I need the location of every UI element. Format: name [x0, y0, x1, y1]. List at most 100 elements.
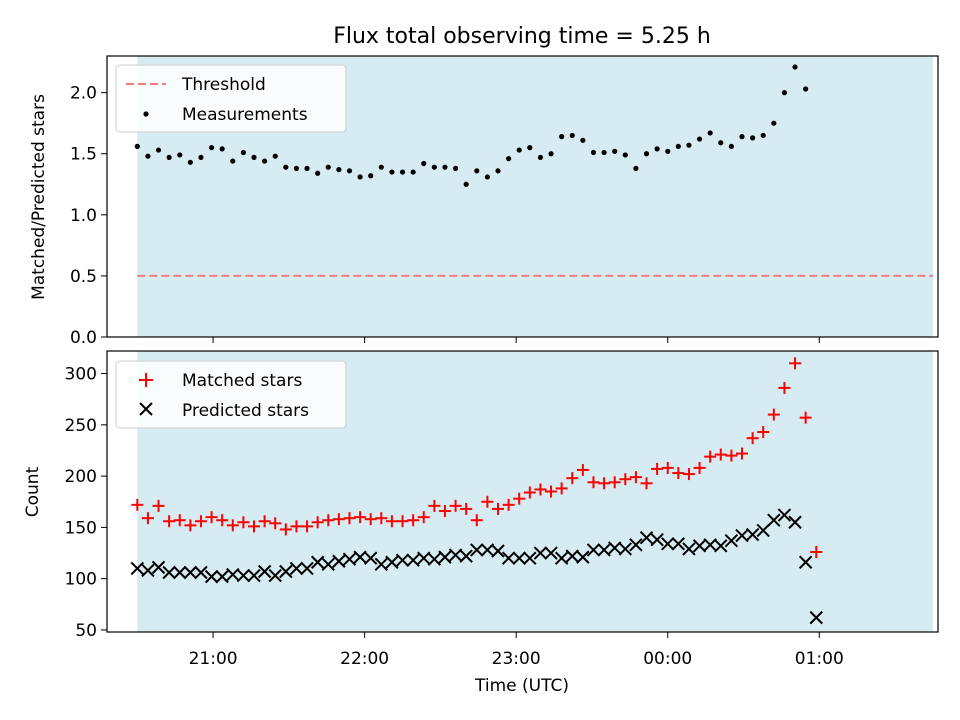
predicted-point-b: [491, 544, 505, 558]
predicted-point-b: [363, 551, 378, 565]
matched-point: [131, 498, 144, 511]
predicted-point: [448, 548, 463, 562]
matched-point: [545, 485, 558, 498]
measurement-point: [315, 170, 321, 176]
predicted-point: [533, 546, 548, 560]
predicted-point: [650, 532, 664, 547]
measurement-point: [601, 149, 607, 156]
measurements-legend-label: Measurements: [182, 105, 308, 125]
measurement-point: [569, 132, 575, 139]
measurement-point: [336, 167, 342, 173]
counts-legend: Matched stars Predicted stars: [115, 360, 347, 429]
predicted-point: [417, 551, 431, 565]
measurement-point: [230, 158, 236, 164]
predicted-point-b: [141, 563, 155, 578]
measurement-point: [272, 153, 278, 159]
predicted-point-b: [650, 532, 664, 547]
predicted-point-b: [629, 538, 643, 552]
measurement-point: [696, 136, 703, 142]
time-x-tick-label: 00:00: [643, 649, 692, 669]
matched-point: [163, 515, 176, 528]
matched-point: [343, 512, 356, 525]
measurement-point: [548, 151, 554, 157]
predicted-point: [544, 546, 558, 560]
predicted-point: [724, 534, 739, 548]
predicted-point-b: [777, 508, 792, 522]
matched-point: [194, 515, 207, 528]
measurement-point: [506, 156, 512, 162]
predicted-point-b: [756, 523, 770, 538]
matched-point: [725, 449, 738, 462]
predicted-point-b: [554, 551, 569, 565]
time-x-axis: 21:00 22:00 23:00 00:00 01:00: [189, 632, 844, 669]
measurement-point: [452, 165, 459, 171]
ratio-y-tick-label: 2.0: [70, 84, 97, 104]
matched-point: [396, 515, 409, 528]
predicted-point-b: [374, 557, 389, 572]
predicted-point-b: [470, 543, 484, 557]
predicted-point: [173, 565, 187, 580]
predicted-point-b: [788, 515, 802, 529]
matched-point: [789, 357, 802, 370]
matched-point: [534, 483, 547, 496]
matched-point: [735, 447, 748, 460]
predicted-point-b: [703, 538, 717, 552]
matched-point: [301, 520, 314, 533]
predicted-point: [809, 610, 823, 625]
measurement-point: [718, 140, 724, 146]
matched-point: [810, 546, 823, 559]
predicted-point-b: [247, 568, 261, 583]
measurement-point: [622, 152, 628, 158]
predicted-point-b: [130, 561, 145, 576]
predicted-point: [523, 551, 537, 565]
matched-point: [523, 486, 536, 499]
matched-point: [693, 461, 706, 474]
predicted-point-b: [183, 565, 198, 580]
measurement-point: [262, 158, 268, 164]
matched-point: [566, 472, 579, 485]
matched-point: [619, 473, 632, 486]
time-x-tick-label: 23:00: [492, 649, 541, 669]
ratio-panel: 0.00.51.01.52.0 Matched/Predicted stars …: [29, 55, 939, 348]
predicted-point-b: [257, 564, 272, 579]
measurement-point: [145, 153, 151, 159]
predicted-point-b: [215, 569, 229, 584]
predicted-point-b: [639, 530, 654, 545]
counts-y-tick-label: 50: [75, 621, 97, 641]
measurement-point: [442, 164, 448, 170]
predicted-point-b: [671, 537, 686, 551]
predicted-point: [554, 551, 569, 565]
matched-point: [555, 482, 568, 495]
measurement-point: [707, 130, 713, 136]
predicted-point-b: [809, 610, 823, 625]
predicted-point: [374, 557, 389, 572]
matched-point: [184, 519, 197, 532]
matched-point: [385, 515, 398, 528]
predicted-point: [438, 550, 452, 564]
measurement-point: [590, 149, 597, 156]
measurement-point: [771, 120, 777, 126]
predicted-point: [703, 538, 717, 552]
matched-point: [682, 468, 695, 481]
ratio-axes-frame: [106, 55, 939, 338]
measurement-point: [728, 143, 734, 150]
x-axis-label: Time (UTC): [474, 676, 569, 696]
predicted-point: [130, 561, 145, 576]
measurement-point: [219, 146, 225, 152]
matched-point: [513, 492, 526, 505]
measurement-point: [389, 169, 395, 175]
predicted-point: [745, 527, 760, 542]
predicted-point-b: [724, 534, 739, 548]
predicted-point-b: [512, 551, 526, 565]
matched-point: [629, 471, 642, 484]
measurement-point: [686, 142, 692, 148]
ratio-y-tick-label: 1.5: [70, 145, 97, 165]
measurement-point: [463, 181, 469, 187]
predicted-point-b: [523, 551, 537, 565]
matched-point: [576, 463, 589, 476]
predicted-point-b: [321, 557, 335, 572]
predicted-point-b: [576, 550, 590, 564]
predicted-point-b: [406, 553, 420, 567]
predicted-point-b: [565, 549, 579, 563]
